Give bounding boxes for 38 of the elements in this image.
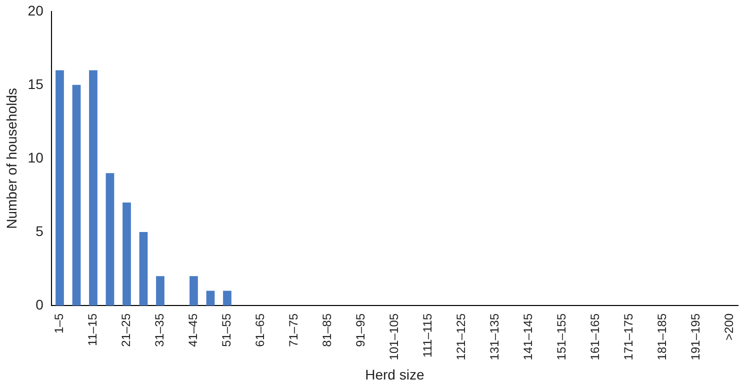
bar <box>122 202 131 306</box>
x-tick-label: 51–55 <box>220 313 234 347</box>
bar <box>89 70 98 306</box>
y-tick-label: 10 <box>28 149 44 166</box>
y-tick-label: 20 <box>28 2 44 18</box>
y-tick-label: 15 <box>28 76 44 92</box>
x-tick-label: 161–165 <box>588 313 602 360</box>
bar <box>56 70 64 306</box>
bar <box>206 290 215 306</box>
x-tick-label: 191–195 <box>688 313 702 360</box>
x-tick-label: 71–75 <box>286 313 301 347</box>
x-tick-label: >200 <box>722 313 736 341</box>
x-tick-label: 111–115 <box>420 313 434 358</box>
bar <box>190 276 198 306</box>
x-tick-label: 171–175 <box>621 313 636 360</box>
x-tick-label: 101–105 <box>387 313 401 360</box>
x-tick-label: 11–15 <box>86 313 100 346</box>
x-tick-label: 91–95 <box>354 313 368 347</box>
bar <box>223 290 232 306</box>
x-tick-label: 151–155 <box>554 313 568 360</box>
bar <box>156 276 164 306</box>
x-tick-label: 131–135 <box>487 313 502 360</box>
x-tick-label: 21–25 <box>119 313 134 347</box>
x-tick-label: 181–185 <box>654 313 669 360</box>
bar <box>106 173 114 306</box>
bar <box>72 84 81 306</box>
x-tick-label: 31–35 <box>152 313 167 347</box>
x-tick-label: 1–5 <box>52 313 66 334</box>
x-tick-label: 61–65 <box>253 313 268 347</box>
x-tick-label: 41–45 <box>186 313 200 347</box>
y-axis-title: Number of households <box>3 88 20 229</box>
x-tick-label: 81–85 <box>320 313 334 347</box>
y-tick-label: 5 <box>36 222 44 239</box>
y-tick-label: 0 <box>36 296 44 312</box>
bar <box>139 232 148 306</box>
x-tick-label: 121–125 <box>454 313 468 360</box>
x-axis-title: Herd size <box>365 366 424 382</box>
x-tick-label: 141–145 <box>520 313 535 360</box>
